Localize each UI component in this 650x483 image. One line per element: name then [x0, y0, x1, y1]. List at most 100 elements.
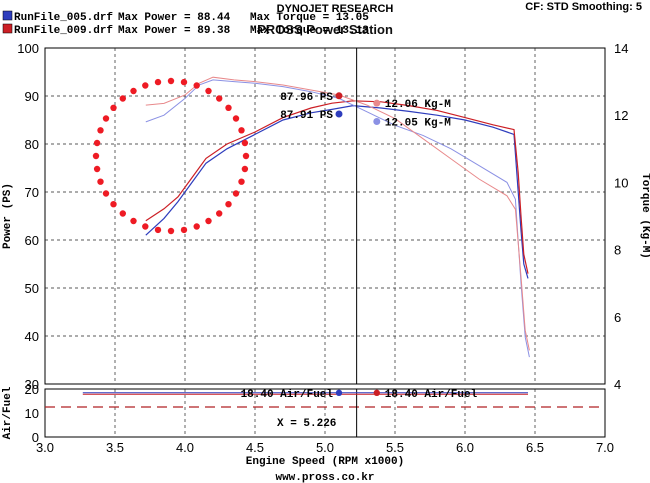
data-marker-label: 12.05 Kg-M [385, 118, 451, 130]
y2-axis-label: Torque (Kg-M) [639, 173, 650, 259]
annotation-dot [167, 227, 175, 235]
legend-run-2-file: RunFile_009.drf [14, 25, 113, 37]
annotation-dot [238, 178, 245, 185]
annotation-dot [93, 139, 101, 147]
annotation-dot [216, 95, 223, 102]
annotation-dot [238, 127, 245, 134]
x-tick-label: 5.0 [316, 440, 334, 455]
airfuel-marker [373, 389, 380, 397]
y2-tick-label: 6 [614, 310, 621, 325]
annotation-dot [142, 223, 149, 230]
x-axis-label: Engine Speed (RPM x1000) [246, 456, 404, 468]
annotation-dot [92, 152, 100, 160]
airfuel-axis-label: Air/Fuel [2, 386, 14, 439]
data-marker [335, 110, 343, 118]
annotation-dot [154, 78, 162, 86]
y2-tick-label: 4 [614, 377, 621, 392]
y-tick-label: 100 [17, 41, 39, 56]
y-tick-label: 60 [25, 233, 39, 248]
annotation-dot [241, 165, 249, 173]
legend-swatch-run-2[interactable] [2, 23, 13, 34]
data-marker [373, 118, 381, 126]
y-tick-label: 90 [25, 89, 39, 104]
cursor-readout: X = 5.226 [277, 418, 336, 430]
annotation-dot [142, 82, 149, 89]
data-marker-label: 87.91 PS [280, 110, 333, 122]
settings-readout: CF: STD Smoothing: 5 [525, 1, 642, 13]
annotation-dot [193, 223, 200, 230]
x-tick-label: 6.0 [456, 440, 474, 455]
y-tick-label: 50 [25, 281, 39, 296]
annotation-dot [180, 226, 188, 234]
annotation-dot [205, 87, 212, 95]
annotation-dot [130, 87, 137, 95]
footer-url: www.pross.co.kr [275, 472, 374, 483]
main-grid [45, 48, 605, 384]
legend-run-1-file: RunFile_005.drf [14, 12, 113, 24]
annotation-dot [97, 127, 104, 134]
x-tick-label: 4.5 [246, 440, 264, 455]
airfuel-markers: 18.40 Air/Fuel 18.40 Air/Fuel [241, 389, 478, 401]
annotation-dot [97, 178, 104, 185]
airfuel-marker-label: 18.40 Air/Fuel [241, 389, 334, 401]
y2-tick-label: 12 [614, 108, 628, 123]
airfuel-marker [335, 389, 343, 397]
legend-run-2-power: Max Power = 89.38 [118, 25, 231, 37]
annotation-dot [232, 115, 240, 122]
legend-run-1-power: Max Power = 88.44 [118, 12, 231, 24]
annotation-dot [232, 190, 240, 197]
x-tick-label: 7.0 [596, 440, 614, 455]
main-lines [145, 48, 530, 384]
station-title: PROSS Power Station [257, 22, 393, 37]
series-line-4 [145, 76, 530, 351]
data-marker [335, 92, 343, 100]
y-axis-label: Power (PS) [2, 183, 14, 249]
data-marker-label: 87.96 PS [280, 92, 333, 104]
x-axis-ticks: 3.0 3.5 4.0 4.5 5.0 5.5 6.0 6.5 7.0 [36, 440, 614, 455]
annotation-dot [216, 210, 223, 217]
y2-tick-label: 10 [614, 175, 628, 190]
y-tick-label: 40 [25, 329, 39, 344]
annotation-dot [93, 165, 101, 173]
y2-tick-label: 8 [614, 243, 621, 258]
y-tick-label: 80 [25, 137, 39, 152]
series-line-3 [145, 79, 530, 358]
data-marker-label: 12.06 Kg-M [385, 99, 451, 111]
annotation-dot [102, 115, 110, 122]
legend-run-1-torque: Max Torque = 13.05 [250, 12, 369, 24]
airfuel-lines [82, 389, 528, 437]
annotation-dot [154, 226, 162, 234]
annotation-dot [102, 190, 110, 197]
y-tick-label: 30 [25, 377, 39, 392]
x-tick-label: 3.0 [36, 440, 54, 455]
dotted-circle-annotation [92, 77, 250, 235]
x-tick-label: 4.0 [176, 440, 194, 455]
x-tick-label: 5.5 [386, 440, 404, 455]
data-marker [373, 99, 381, 107]
annotation-dot [241, 139, 249, 147]
annotation-dot [242, 152, 250, 160]
annotation-dot [205, 217, 212, 225]
legend: RunFile_005.drf Max Power = 88.44 Max To… [2, 10, 369, 37]
y-tick-label: 70 [25, 185, 39, 200]
main-markers: 87.96 PS 87.91 PS 12.06 Kg-M 12.05 Kg-M [280, 92, 451, 130]
lab-title: DYNOJET RESEARCH [277, 3, 394, 15]
airfuel-marker-label: 18.40 Air/Fuel [385, 389, 478, 401]
x-tick-label: 3.5 [106, 440, 124, 455]
legend-swatch-run-1[interactable] [2, 10, 13, 21]
annotation-dot [193, 82, 200, 89]
annotation-dot [167, 77, 175, 85]
legend-run-2-torque: Max Torque = 13.13 [250, 25, 369, 37]
main-ticks: 30 40 50 60 70 80 90 100 4 6 8 10 12 14 [17, 41, 628, 392]
series-line-2 [145, 100, 529, 274]
airfuel-tick-label: 20 [25, 382, 39, 397]
y2-tick-label: 14 [614, 41, 628, 56]
annotation-dot [119, 210, 127, 217]
annotation-dot [225, 201, 232, 208]
x-tick-label: 6.5 [526, 440, 544, 455]
airfuel-tick-label: 0 [32, 430, 39, 445]
annotation-dot [180, 78, 188, 86]
annotation-dot [225, 104, 232, 112]
airfuel-tick-label: 10 [25, 406, 39, 421]
